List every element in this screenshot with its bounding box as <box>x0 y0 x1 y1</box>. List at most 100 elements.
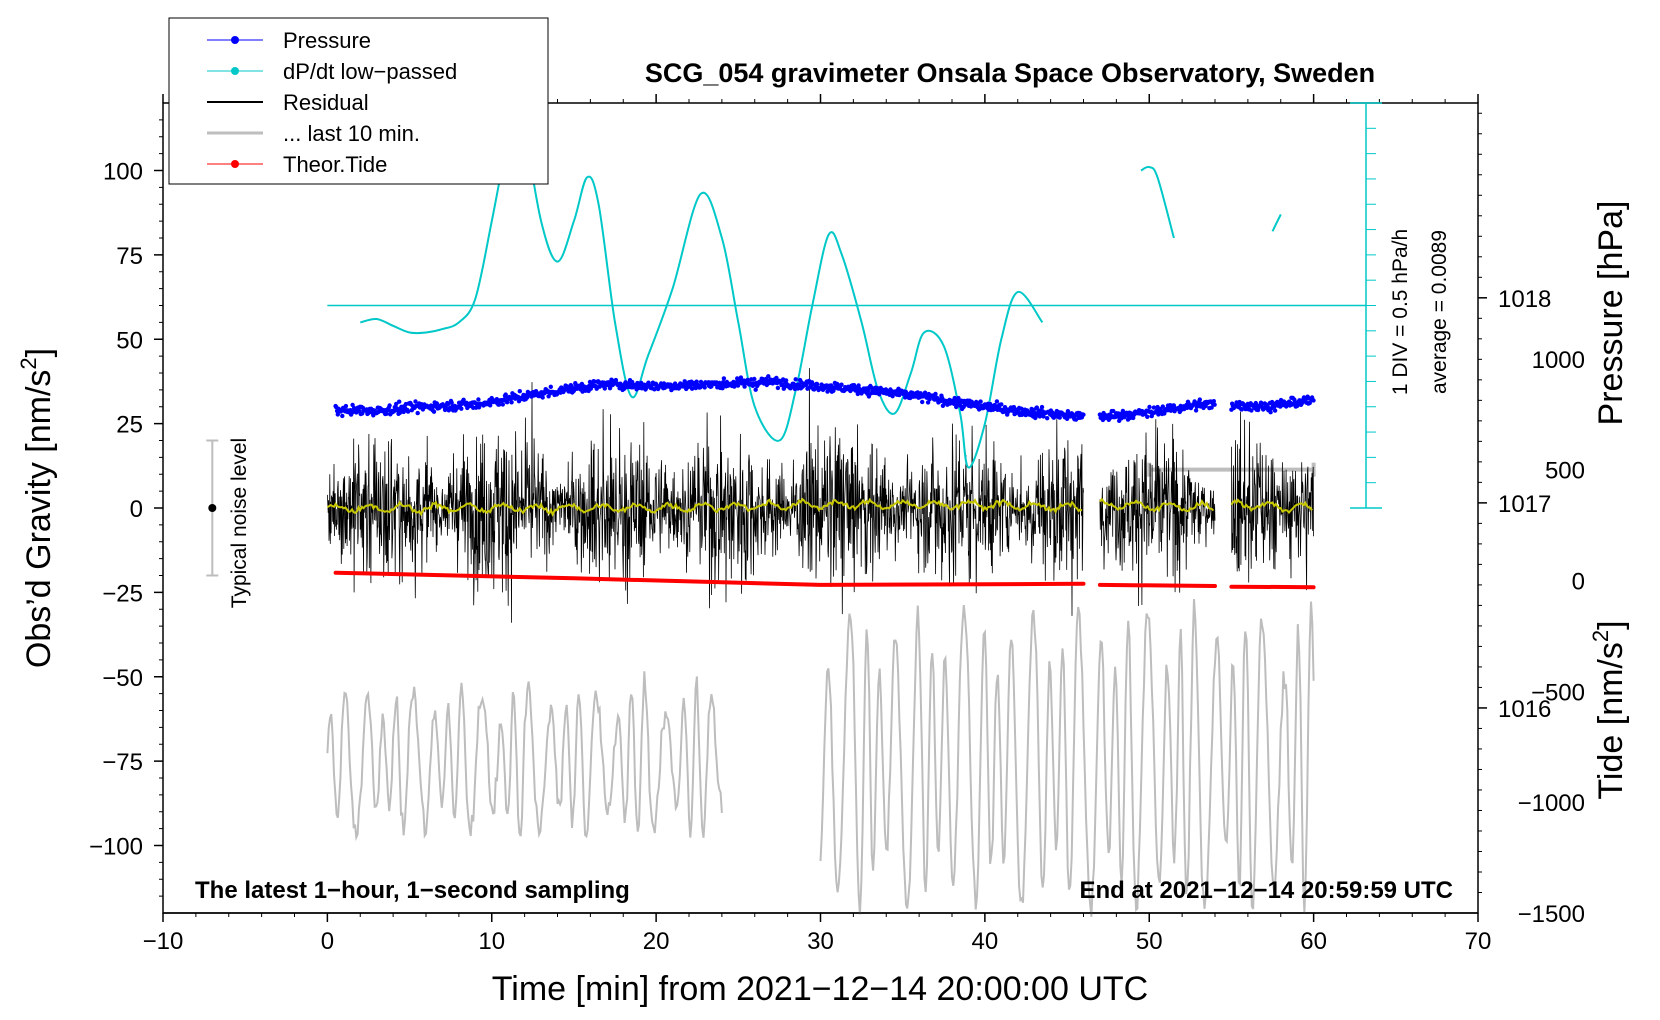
tide-tick-label: 500 <box>1545 458 1585 485</box>
residual-line-2 <box>1099 419 1216 607</box>
pressure-point <box>1268 410 1273 415</box>
pressure-point <box>752 376 757 382</box>
pressure-point <box>775 385 781 391</box>
pressure-point <box>1033 415 1038 421</box>
pressure-point <box>496 402 502 407</box>
legend-item: Pressure <box>207 28 371 53</box>
pressure-point <box>1197 397 1203 402</box>
dpdt-line-2 <box>1140 165 1175 239</box>
y-tick-label: 75 <box>116 243 143 270</box>
pressure-point <box>1307 400 1313 406</box>
legend-label: dP/dt low−passed <box>283 59 457 84</box>
dpdt-div-label: 1 DIV = 0.5 hPa/h <box>1389 229 1412 395</box>
pressure-point <box>548 384 553 389</box>
residual-line-3 <box>1231 411 1314 591</box>
legend-label: Theor.Tide <box>283 152 387 177</box>
pressure-point <box>449 400 454 405</box>
noise-level-bar <box>206 439 219 577</box>
pressure-point <box>856 383 861 388</box>
legend-marker <box>231 67 239 75</box>
pressure-tick-label: 1016 <box>1498 696 1551 723</box>
pressure-point <box>1160 404 1166 409</box>
x-tick-label: 60 <box>1300 928 1327 955</box>
y-tick-label: −50 <box>102 665 143 692</box>
pressure-point <box>742 384 747 389</box>
pressure-point <box>517 389 522 394</box>
last-10-min-line-2 <box>819 599 1315 917</box>
pressure-point <box>1081 412 1086 417</box>
y-tick-label: −75 <box>102 749 143 776</box>
pressure-point <box>814 381 820 387</box>
pressure-point <box>922 390 928 395</box>
sampling-annotation: The latest 1−hour, 1−second sampling <box>195 877 630 904</box>
x-tick-label: 10 <box>478 928 505 955</box>
pressure-point <box>721 376 727 381</box>
pressure-point <box>783 378 789 383</box>
pressure-points-2 <box>1097 397 1217 423</box>
pressure-point <box>1151 405 1157 410</box>
pressure-point <box>434 401 440 406</box>
pressure-point <box>855 391 860 397</box>
pressure-point <box>397 399 402 404</box>
end-time-annotation: End at 2021−12−14 20:59:59 UTC <box>1079 877 1453 904</box>
pressure-point <box>1045 416 1050 421</box>
pressure-point <box>509 400 514 405</box>
pressure-points-3 <box>1229 394 1316 415</box>
y-tick-label: −25 <box>102 580 143 607</box>
pressure-point <box>774 375 779 381</box>
pressure-point <box>413 399 418 404</box>
pressure-point <box>1295 403 1300 408</box>
legend-item: Theor.Tide <box>207 152 387 177</box>
chart-title: SCG_054 gravimeter Onsala Space Observat… <box>645 58 1375 88</box>
x-axis-label: Time [min] from 2021−12−14 20:00:00 UTC <box>492 970 1148 1008</box>
pressure-point <box>720 386 725 391</box>
dpdt-line-3 <box>1271 213 1282 232</box>
tide-tick-label: −1500 <box>1518 901 1585 928</box>
pressure-point <box>1249 408 1254 413</box>
x-tick-label: 0 <box>321 928 334 955</box>
tide-axis: 1000 500 0 −500 −1000 −1500 <box>1518 347 1585 928</box>
x-tick-label: 70 <box>1465 928 1492 955</box>
left-y-axis-label-superscript: 2 <box>16 357 41 369</box>
tide-axis-label-superscript: 2 <box>1588 630 1613 642</box>
pressure-point <box>476 405 482 410</box>
tide-tick-label: 1000 <box>1532 347 1585 374</box>
pressure-point <box>1211 399 1217 404</box>
residual-smoothed-line-1 <box>326 497 1083 517</box>
pressure-point <box>360 411 365 416</box>
legend-label: Residual <box>283 90 369 115</box>
pressure-point <box>391 409 397 414</box>
x-tick-label: 30 <box>807 928 834 955</box>
y-tick-label: 100 <box>103 159 143 186</box>
pressure-point <box>387 403 392 408</box>
pressure-tick-label: 1017 <box>1498 491 1551 518</box>
pressure-point <box>1111 408 1116 414</box>
pressure-point <box>745 377 750 383</box>
pressure-point <box>753 387 758 392</box>
residual-smoothed-line-3 <box>1230 498 1313 515</box>
pressure-point <box>540 395 545 400</box>
residual-smoothed-line-2 <box>1099 497 1215 513</box>
pressure-point <box>459 406 464 411</box>
pressure-point <box>1057 415 1062 420</box>
last-10-min-line-1 <box>326 671 723 842</box>
pressure-point <box>839 382 844 387</box>
dpdt-average-label: average = 0.0089 <box>1428 230 1451 394</box>
legend-marker <box>231 160 239 168</box>
pressure-point <box>384 411 389 416</box>
tide-tick-label: −1000 <box>1518 790 1585 817</box>
tide-tick-label: −500 <box>1531 679 1585 706</box>
pressure-point <box>738 375 744 380</box>
noise-bar-center <box>208 504 217 512</box>
pressure-point <box>1039 404 1045 410</box>
pressure-point <box>810 382 815 387</box>
y-tick-label: 0 <box>130 496 143 523</box>
dpdt-line-1 <box>360 108 1044 469</box>
left-y-axis-label: Obs’d Gravity [nm/s2] <box>16 348 58 668</box>
pressure-point <box>735 383 741 388</box>
pressure-point <box>335 412 340 417</box>
pressure-point <box>500 402 505 407</box>
legend-marker <box>231 36 239 44</box>
pressure-point <box>340 413 345 419</box>
